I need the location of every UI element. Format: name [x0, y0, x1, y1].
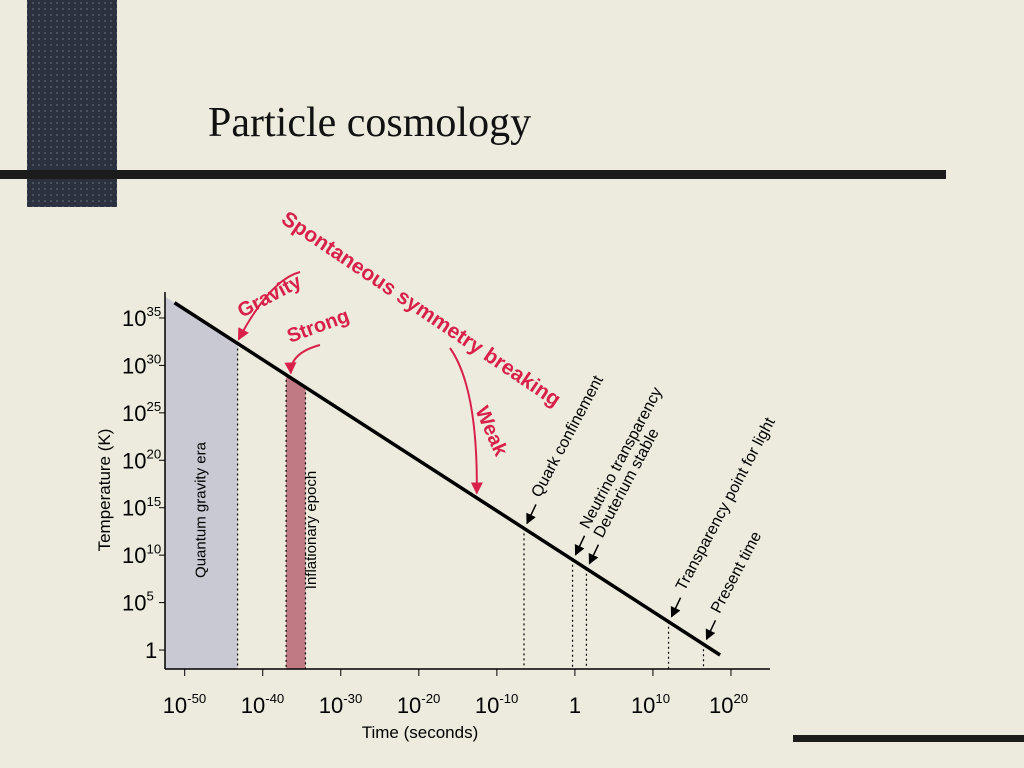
tick-exponent: 10 [655, 691, 670, 706]
tick-exponent: 25 [146, 399, 161, 414]
tick-base: 10 [631, 693, 655, 718]
tick-base: 10 [319, 693, 343, 718]
decor-bar [0, 170, 946, 179]
event-arrow [705, 619, 717, 641]
y-axis-label: Temperature (K) [95, 429, 114, 552]
force-arrow [284, 344, 321, 375]
era-band [165, 296, 238, 669]
tick-base: 10 [122, 496, 146, 521]
tick-base: 10 [241, 693, 265, 718]
tick-label: 1 [569, 693, 581, 718]
event-arrow [670, 597, 682, 618]
tick-label: 10-30 [319, 691, 363, 718]
tick-label: 10-10 [475, 691, 519, 718]
tick-label: 1015 [122, 494, 161, 521]
x-axis-label: Time (seconds) [362, 723, 479, 742]
tick-label: 1035 [122, 304, 161, 331]
event-arrow [588, 544, 600, 565]
era-label: Inflationary epoch [303, 471, 320, 589]
tick-label: 1020 [122, 446, 161, 473]
decor-bar [793, 735, 1024, 742]
tick-base: 10 [122, 448, 146, 473]
tick-label: 10-50 [163, 691, 207, 718]
tick-exponent: 10 [146, 541, 161, 556]
event-arrow [574, 535, 586, 556]
tick-label: 1010 [631, 691, 670, 718]
tick-base: 10 [475, 693, 499, 718]
tick-exponent: 20 [733, 691, 748, 706]
temperature-line [173, 301, 722, 657]
tick-exponent: 5 [146, 589, 153, 604]
era-band [286, 374, 306, 669]
tick-label: 10-20 [397, 691, 441, 718]
slide-title: Particle cosmology [208, 100, 531, 146]
tick-base: 10 [122, 401, 146, 426]
tick-exponent: -10 [499, 691, 518, 706]
tick-base: 10 [122, 353, 146, 378]
force-arrow [237, 271, 301, 341]
force-arrow [449, 347, 483, 495]
era-label: Quantum gravity era [192, 441, 209, 578]
tick-base: 10 [122, 543, 146, 568]
tick-label: 1 [145, 638, 157, 663]
event-arrow [526, 504, 537, 525]
tick-exponent: 15 [146, 494, 161, 509]
tick-exponent: 35 [146, 304, 161, 319]
tick-exponent: -30 [343, 691, 362, 706]
tick-label: 10-40 [241, 691, 285, 718]
tick-exponent: -50 [187, 691, 206, 706]
tick-base: 10 [122, 591, 146, 616]
tick-label: 105 [122, 589, 154, 616]
tick-label: 1020 [709, 691, 748, 718]
tick-label: 1030 [122, 352, 161, 379]
tick-exponent: -40 [265, 691, 284, 706]
tick-base: 10 [122, 306, 146, 331]
tick-base: 10 [397, 693, 421, 718]
tick-base: 10 [709, 693, 733, 718]
tick-exponent: 30 [146, 352, 161, 367]
tick-label: 1025 [122, 399, 161, 426]
tick-base: 10 [163, 693, 187, 718]
tick-exponent: 20 [146, 446, 161, 461]
tick-exponent: -20 [421, 691, 440, 706]
tick-label: 1010 [122, 541, 161, 568]
